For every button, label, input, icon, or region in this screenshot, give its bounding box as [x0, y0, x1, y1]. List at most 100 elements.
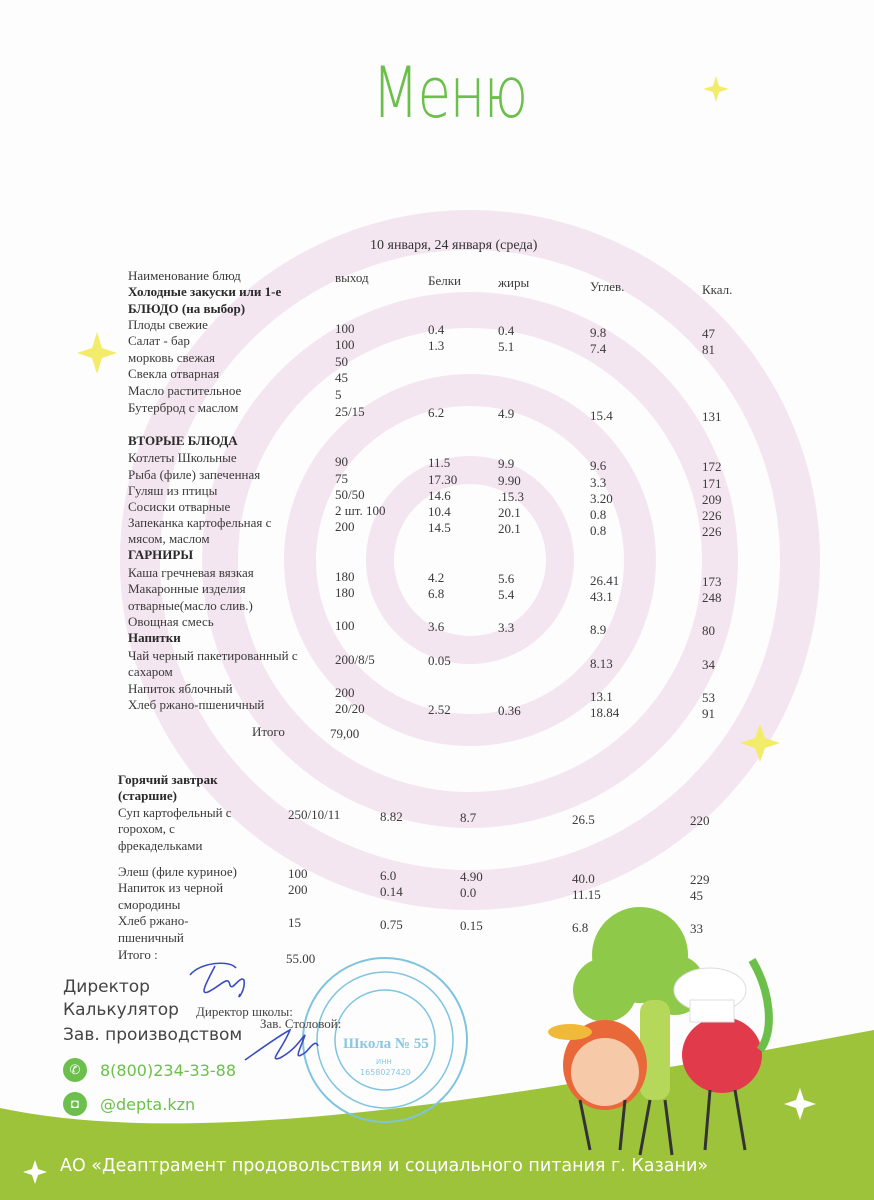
star-icon	[23, 1160, 47, 1184]
nutrition-value: 5	[335, 387, 342, 402]
nutrition-value: 13.1	[590, 688, 613, 704]
nutrition-value: 171	[702, 475, 722, 491]
nutrition-value: 47	[702, 325, 715, 341]
canteen-head-label: Зав. Столовой:	[260, 1016, 342, 1031]
section-heading: ВТОРЫЕ БЛЮДА	[128, 433, 238, 448]
nutrition-value: 2.52	[428, 702, 451, 718]
section-heading: Горячий завтрак	[118, 772, 218, 787]
nutrition-value: 5.1	[498, 339, 515, 355]
nutrition-value: 2 шт. 100	[335, 503, 386, 518]
nutrition-value: 180	[335, 569, 355, 584]
watermark-swirl	[120, 210, 820, 910]
section-heading: БЛЮДО (на выбор)	[128, 301, 246, 316]
dish-name: Хлеб ржано-	[118, 913, 189, 928]
nutrition-value: 53	[702, 689, 715, 705]
nutrition-value: 15	[288, 915, 301, 930]
star-icon	[740, 724, 780, 762]
dish-name: Запеканка картофельная с	[128, 515, 272, 530]
nutrition-value: 4.2	[428, 570, 445, 586]
nutrition-value: 9.90	[498, 473, 521, 489]
nutrition-value: 75	[335, 471, 348, 486]
nutrition-value: 3.20	[590, 490, 613, 506]
nutrition-value: 50	[335, 354, 348, 369]
nutrition-value: 18.84	[590, 704, 620, 720]
nutrition-value: 3.6	[428, 619, 445, 635]
nutrition-value: 6.2	[428, 405, 445, 421]
nutrition-value: 172	[702, 458, 722, 474]
nutrition-value: 14.6	[428, 488, 451, 504]
nutrition-value: 0.36	[498, 703, 521, 719]
nutrition-value: 8.9	[590, 621, 607, 637]
production-head-label: Зав. производством	[63, 1025, 243, 1045]
nutrition-value: 80	[702, 622, 715, 638]
nutrition-value: 8.7	[460, 810, 477, 825]
nutrition-value: 226	[702, 507, 722, 523]
dish-name: Плоды свежие	[128, 317, 208, 332]
column-header: выход	[335, 270, 369, 285]
nutrition-value: 90	[335, 454, 348, 469]
nutrition-value: 4.9	[498, 406, 515, 422]
page-title: Меню	[372, 52, 528, 134]
nutrition-value: 0.4	[428, 322, 445, 338]
stamp-inn-label: ИНН	[376, 1058, 392, 1066]
nutrition-value: 220	[690, 813, 710, 828]
nutrition-value: 0.14	[380, 883, 403, 899]
dish-name: морковь свежая	[128, 350, 216, 365]
nutrition-value: 100	[335, 618, 355, 633]
total-label: Итого :	[118, 947, 158, 962]
instagram-icon: ◘	[63, 1092, 87, 1116]
dish-name: мясом, маслом	[128, 531, 210, 546]
stamp-inn: 1658027420	[360, 1068, 411, 1077]
nutrition-value: 7.4	[590, 340, 607, 356]
total-value: 79,00	[330, 726, 360, 741]
nutrition-value: 0.0	[460, 885, 477, 900]
phone-icon: ✆	[63, 1058, 87, 1082]
dish-name: Напиток из черной	[118, 880, 224, 895]
dish-name: Рыба (филе) запеченная	[128, 467, 261, 482]
dish-name: Гуляш из птицы	[128, 483, 218, 498]
nutrition-value: 8.82	[380, 808, 403, 824]
canteen-head-signature	[244, 1028, 319, 1061]
nutrition-value: 248	[702, 589, 722, 605]
nutrition-value: 173	[702, 573, 722, 589]
star-icon	[77, 332, 117, 374]
calculator-label: Калькулятор	[63, 1000, 179, 1020]
school-director-label: Директор школы:	[196, 1004, 293, 1019]
nutrition-value: 11.5	[428, 455, 451, 471]
menu-date: 10 января, 24 января (среда)	[370, 238, 538, 253]
nutrition-value: 131	[702, 408, 722, 424]
dish-name: Напиток яблочный	[128, 681, 233, 696]
instagram-handle: @depta.kzn	[100, 1095, 196, 1114]
column-header: Наименование блюд	[128, 268, 241, 283]
dish-name: Салат - бар	[128, 333, 190, 348]
nutrition-value: 5.4	[498, 587, 515, 603]
nutrition-value: 1.3	[428, 338, 445, 354]
nutrition-value: 4.90	[460, 869, 483, 884]
column-header: Ккал.	[702, 282, 733, 297]
nutrition-value: 180	[335, 585, 355, 600]
nutrition-value: 6.0	[380, 867, 397, 883]
dish-name: пшеничный	[118, 930, 184, 945]
nutrition-value: 11.15	[572, 886, 601, 902]
nutrition-value: 6.8	[572, 919, 589, 935]
nutrition-value: .15.3	[498, 489, 524, 505]
dish-name: смородины	[118, 897, 181, 912]
dish-name: Бутерброд с маслом	[128, 400, 239, 415]
nutrition-value: 100	[335, 321, 355, 336]
nutrition-value: 9.6	[590, 457, 607, 473]
nutrition-value: 6.8	[428, 586, 445, 602]
nutrition-value: 43.1	[590, 588, 613, 604]
dish-name: Чай черный пакетированный с	[128, 648, 298, 663]
dish-name: Котлеты Школьные	[128, 450, 237, 465]
section-heading: (старшие)	[118, 788, 177, 803]
organization-name: АО «Деаптрамент продовольствия и социаль…	[60, 1156, 709, 1176]
column-header: Белки	[428, 273, 461, 288]
nutrition-value: 3.3	[590, 474, 607, 490]
nutrition-value: 0.15	[460, 918, 483, 933]
section-heading: Холодные закуски или 1-е	[128, 284, 282, 299]
nutrition-value: 0.4	[498, 323, 515, 339]
stamp-center-text: Школа № 55	[343, 1036, 429, 1052]
total-label: Итого	[252, 724, 285, 739]
